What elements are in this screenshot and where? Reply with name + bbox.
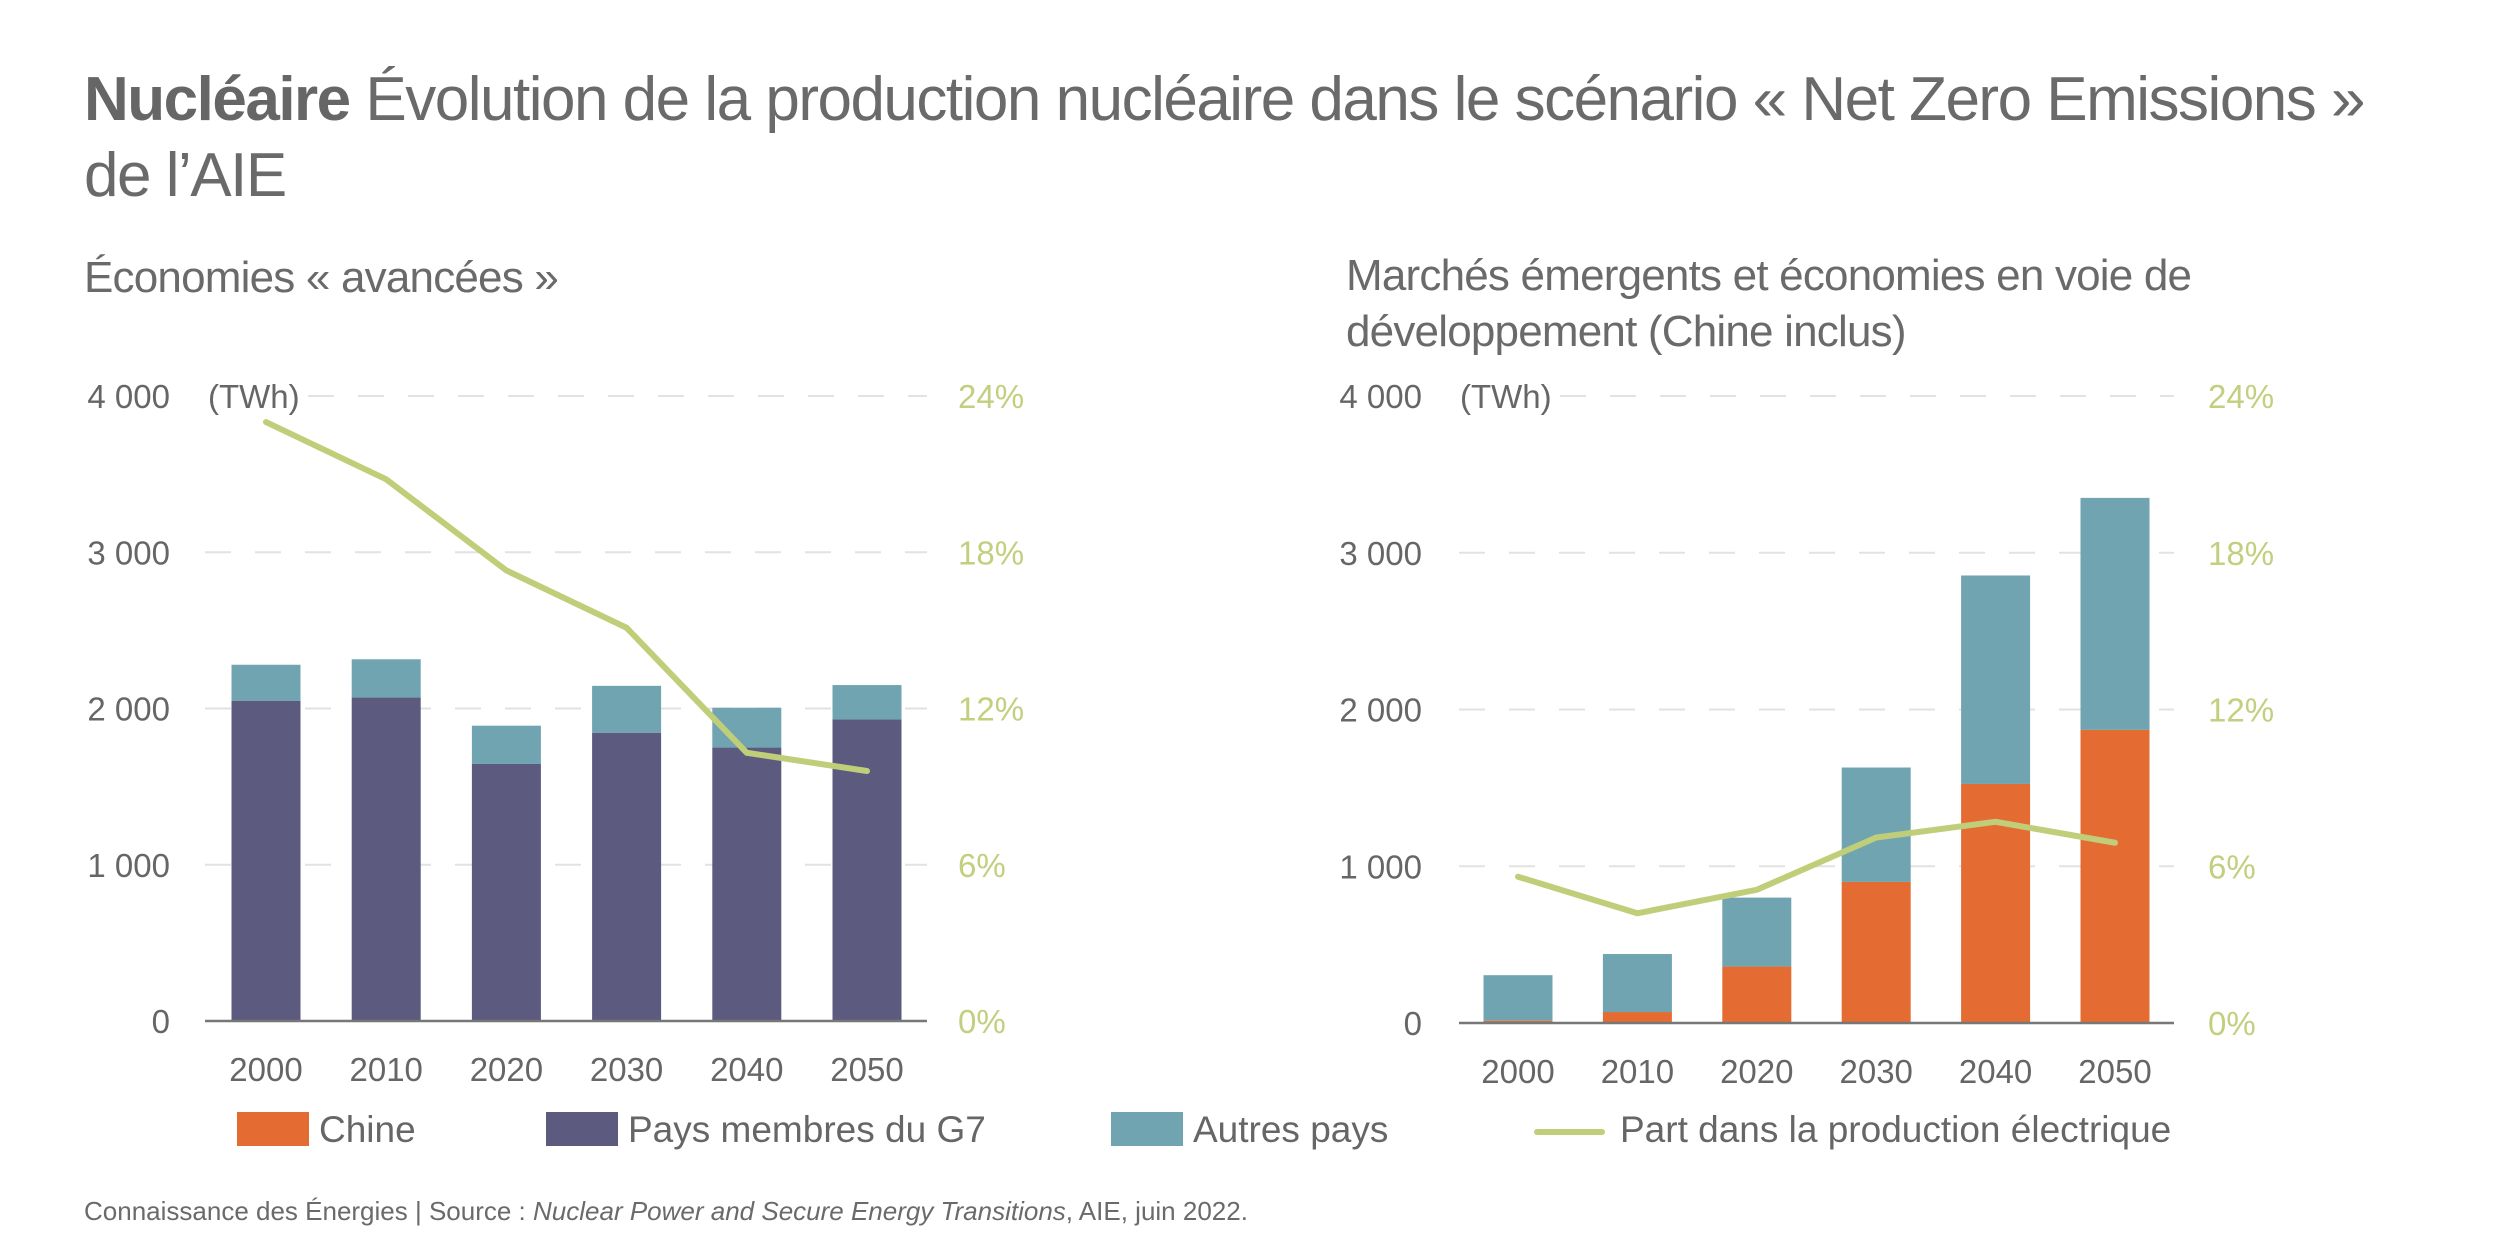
legend-label: Chine (319, 1109, 416, 1150)
bar-autres (1483, 975, 1553, 1021)
bar-g7 (712, 747, 782, 1021)
y-tick-label: 4 000 (87, 378, 170, 415)
bar-autres (231, 664, 301, 701)
right-chart-subtitle: Marchés émergents et économies en voie d… (1346, 251, 2192, 356)
left-chart-subtitle: Économies « avancées » (84, 253, 559, 302)
chart-title-bold: Nucléaire (84, 65, 351, 134)
chart-title-line2: de l’AIE (84, 141, 287, 210)
legend-swatch-chine (237, 1112, 309, 1146)
x-tick-label: 2030 (590, 1051, 663, 1088)
bar-g7 (592, 732, 662, 1021)
legend-swatch-autres (1111, 1112, 1183, 1146)
bar-chine (1841, 881, 1911, 1023)
y-tick-label: 2 000 (87, 691, 170, 728)
bar-autres (471, 725, 541, 764)
legend-label: Part dans la production électrique (1620, 1109, 2171, 1150)
x-tick-label: 2020 (470, 1051, 543, 1088)
share-line (263, 419, 870, 774)
y-tick-label: 0 (1404, 1005, 1422, 1042)
y-tick-label: 1 000 (87, 847, 170, 884)
bar-autres (1841, 767, 1911, 882)
y2-tick-label: 0% (2208, 1005, 2256, 1042)
unit-label: (TWh) (1460, 378, 1552, 415)
y-tick-label: 3 000 (1339, 535, 1422, 572)
y2-tick-label: 12% (2208, 692, 2274, 729)
x-tick-label: 2050 (2078, 1053, 2151, 1090)
y2-tick-label: 24% (2208, 378, 2274, 415)
x-tick-label: 2030 (1839, 1053, 1912, 1090)
legend-label: Autres pays (1193, 1109, 1388, 1150)
source-title: Nuclear Power and Secure Energy Transiti… (533, 1196, 1066, 1226)
legend-swatch-g7 (546, 1112, 618, 1146)
x-tick-label: 2000 (229, 1051, 302, 1088)
left-chart-panel: 0 1 000 2 000 3 000 4 000 (TWh) 0% 6% 12% 18% 24% 2… (87, 378, 1024, 1088)
bar-g7 (231, 700, 301, 1021)
x-tick-label: 2010 (1601, 1053, 1674, 1090)
bar-autres (2080, 497, 2150, 730)
bar-autres (1602, 954, 1672, 1013)
right-chart-panel: 0 1 000 2 000 3 000 4 000 (TWh) 0% 6% 12% 18% 24% 2… (1339, 378, 2274, 1090)
y-tick-label: 1 000 (1339, 848, 1422, 885)
bar-autres (832, 685, 902, 720)
bar-g7 (471, 763, 541, 1021)
y2-tick-label: 18% (958, 534, 1024, 571)
x-tick-label: 2040 (1959, 1053, 2032, 1090)
y-tick-label: 4 000 (1339, 378, 1422, 415)
y-tick-label: 0 (152, 1003, 170, 1040)
y2-tick-label: 6% (958, 847, 1006, 884)
bar-chine (1602, 1012, 1672, 1023)
unit-label: (TWh) (208, 378, 300, 415)
y2-tick-label: 6% (2208, 848, 2256, 885)
bar-autres (592, 685, 662, 733)
bar-chine (1722, 966, 1792, 1023)
y-tick-label: 3 000 (87, 534, 170, 571)
x-tick-label: 2040 (710, 1051, 783, 1088)
y-tick-label: 2 000 (1339, 692, 1422, 729)
source-note: Connaissance des Énergies | Source : Nuc… (84, 1196, 1248, 1227)
source-suffix: , AIE, juin 2022. (1065, 1196, 1248, 1226)
chart-title: Nucléaire Évolution de la production nuc… (84, 62, 2500, 214)
source-prefix: Connaissance des Énergies | Source : (84, 1196, 534, 1226)
share-line (1515, 818, 2118, 917)
y2-tick-label: 12% (958, 691, 1024, 728)
bar-chine (2080, 729, 2150, 1023)
chart-title-rest: Évolution de la production nucléaire dan… (365, 65, 2365, 134)
x-tick-label: 2020 (1720, 1053, 1793, 1090)
x-tick-label: 2010 (349, 1051, 422, 1088)
bar-autres (351, 659, 421, 698)
bar-autres (1722, 897, 1792, 967)
bar-g7 (351, 697, 421, 1021)
x-tick-label: 2050 (830, 1051, 903, 1088)
y2-tick-label: 24% (958, 378, 1024, 415)
bar-autres (1961, 575, 2031, 784)
legend-label: Pays membres du G7 (628, 1109, 986, 1150)
legend: Chine Pays membres du G7 Autres pays Part d… (237, 1109, 2171, 1150)
x-tick-label: 2000 (1481, 1053, 1554, 1090)
y2-tick-label: 18% (2208, 535, 2274, 572)
y2-tick-label: 0% (958, 1003, 1006, 1040)
